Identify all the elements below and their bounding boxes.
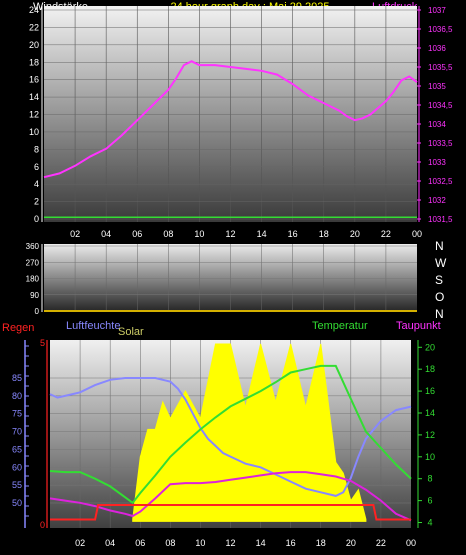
- compass-letter: W: [435, 256, 447, 270]
- weather-x-tick-label: 10: [195, 538, 205, 548]
- pressure-x-tick-label: 22: [381, 229, 391, 239]
- rain-tick-label: 5: [40, 338, 45, 348]
- wind-direction-tick-label: 360: [26, 242, 40, 251]
- pressure-x-tick-label: 04: [101, 229, 111, 239]
- rain-label: Regen: [2, 322, 34, 334]
- wind-speed-tick-label: 18: [29, 57, 39, 67]
- temperature-tick-label: 8: [427, 474, 432, 484]
- humidity-tick-label: 50: [12, 498, 22, 508]
- compass-letter: S: [435, 273, 443, 287]
- humidity-tick-label: 85: [12, 373, 22, 383]
- pressure-x-tick-label: 16: [288, 229, 298, 239]
- weather-x-tick-label: 06: [135, 538, 145, 548]
- pressure-tick-label: 1032,5: [428, 177, 453, 186]
- temperature-label: Temperatur: [312, 320, 368, 332]
- pressure-x-tick-label: 18: [319, 229, 329, 239]
- weather-x-tick-label: 22: [376, 538, 386, 548]
- wind-direction-tick-label: 270: [26, 258, 40, 267]
- rain-series-line: [50, 504, 411, 521]
- humidity-tick-label: 75: [12, 409, 22, 419]
- humidity-tick-label: 55: [12, 480, 22, 490]
- solar-label: Solar: [118, 326, 144, 338]
- wind-speed-tick-label: 24: [29, 5, 39, 15]
- compass-letter: N: [435, 307, 444, 321]
- solar-area: [132, 343, 367, 522]
- pressure-tick-label: 1032: [428, 196, 446, 205]
- wind-direction-tick-label: 0: [35, 307, 40, 316]
- wind-speed-tick-label: 8: [34, 144, 39, 154]
- pressure-tick-label: 1035,5: [428, 63, 453, 72]
- temperature-tick-label: 20: [425, 342, 435, 352]
- weather-x-tick-label: 20: [346, 538, 356, 548]
- pressure-x-tick-label: 02: [70, 229, 80, 239]
- pressure-tick-label: 1036: [428, 44, 446, 53]
- weather-x-tick-label: 04: [105, 538, 115, 548]
- wind-speed-tick-label: 0: [34, 214, 39, 224]
- wind-speed-tick-label: 22: [29, 22, 39, 32]
- pressure-tick-label: 1037: [428, 6, 446, 15]
- wind-speed-tick-label: 12: [29, 110, 39, 120]
- temperature-tick-label: 4: [427, 518, 432, 528]
- wind-speed-tick-label: 4: [34, 179, 39, 189]
- weather-x-tick-label: 14: [256, 538, 266, 548]
- pressure-x-tick-label: 06: [132, 229, 142, 239]
- wind-speed-tick-label: 2: [34, 197, 39, 207]
- pressure-tick-label: 1033: [428, 158, 446, 167]
- pressure-x-tick-label: 12: [225, 229, 235, 239]
- wind-speed-tick-label: 20: [29, 40, 39, 50]
- pressure-tick-label: 1035: [428, 82, 446, 91]
- temperature-tick-label: 10: [425, 452, 435, 462]
- pressure-tick-label: 1033,5: [428, 139, 453, 148]
- pressure-tick-label: 1031,5: [428, 215, 453, 224]
- humidity-tick-label: 80: [12, 391, 22, 401]
- dewpoint-series-line: [49, 471, 412, 522]
- temperature-series-line: [49, 364, 412, 505]
- pressure-tick-label: 1036,5: [428, 25, 453, 34]
- temperature-tick-label: 16: [425, 386, 435, 396]
- pressure-tick-label: 1034,5: [428, 101, 453, 110]
- temperature-tick-label: 6: [427, 496, 432, 506]
- humidity-tick-label: 70: [12, 427, 22, 437]
- weather-x-tick-label: 00: [406, 538, 416, 548]
- compass-letter: N: [435, 239, 444, 253]
- weather-x-tick-label: 18: [316, 538, 326, 548]
- weather-x-tick-label: 02: [75, 538, 85, 548]
- wind-speed-tick-label: 6: [34, 162, 39, 172]
- weather-x-tick-label: 16: [286, 538, 296, 548]
- pressure-x-tick-label: 20: [350, 229, 360, 239]
- temperature-tick-label: 18: [425, 364, 435, 374]
- dewpoint-label: Taupunkt: [396, 320, 441, 332]
- wind-speed-tick-label: 16: [29, 75, 39, 85]
- weather-chart: 50 55 60 65 70 75 80 85 0 5 4 6 8 10 12 14 16 18 20 02 04…: [12, 338, 435, 548]
- humidity-tick-label: 60: [12, 462, 22, 472]
- wind-direction-tick-label: 180: [26, 275, 40, 284]
- humidity-label: Luftfeuchte: [66, 320, 120, 332]
- pressure-tick-label: 1034: [428, 120, 446, 129]
- temperature-tick-label: 14: [425, 408, 435, 418]
- weather-x-tick-label: 08: [165, 538, 175, 548]
- humidity-tick-label: 65: [12, 444, 22, 454]
- compass-letter: O: [435, 290, 444, 304]
- pressure-x-tick-label: 14: [257, 229, 267, 239]
- wind-speed-tick-label: 10: [29, 127, 39, 137]
- pressure-series-line: [43, 60, 418, 179]
- rain-tick-label: 0: [40, 520, 45, 530]
- temperature-tick-label: 12: [425, 430, 435, 440]
- wind-direction-tick-label: 90: [30, 291, 39, 300]
- wind-speed-tick-label: 14: [29, 92, 39, 102]
- weather-x-tick-label: 12: [225, 538, 235, 548]
- pressure-x-tick-label: 00: [412, 229, 422, 239]
- humidity-series-line: [49, 377, 412, 497]
- pressure-x-tick-label: 08: [163, 229, 173, 239]
- pressure-x-tick-label: 10: [194, 229, 204, 239]
